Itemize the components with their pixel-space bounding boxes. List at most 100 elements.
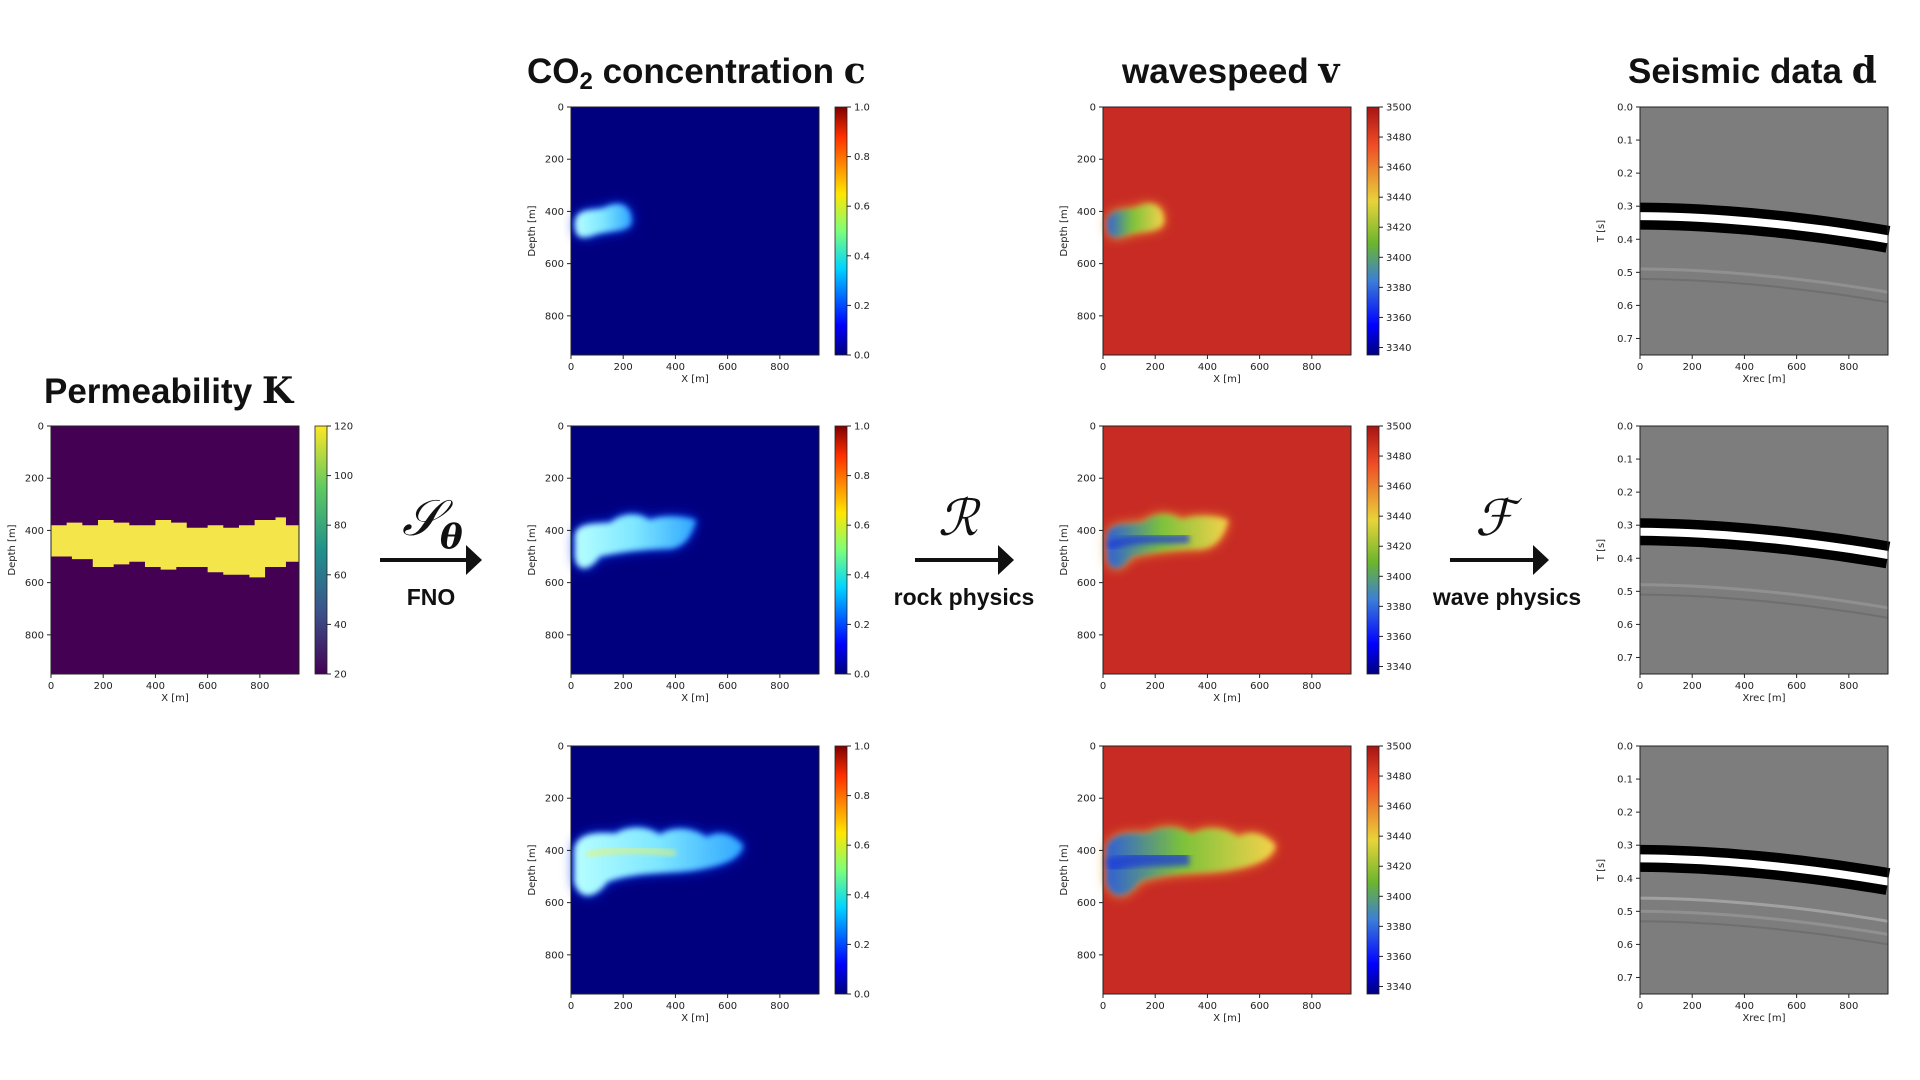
colorbar [834, 745, 848, 995]
y-tick-label: 200 [545, 155, 564, 166]
y-axis-label: Depth [m] [527, 524, 538, 575]
y-tick-label: 0.1 [1617, 775, 1633, 786]
x-tick-label: 0 [568, 1001, 574, 1012]
x-axis-label: Xrec [m] [1742, 693, 1785, 704]
colorbar-tick-label: 0.6 [854, 841, 870, 852]
y-tick-label: 0.7 [1617, 973, 1633, 984]
colorbar-tick-label: 3440 [1386, 512, 1411, 523]
x-axis-label: Xrec [m] [1742, 1013, 1785, 1024]
x-tick-label: 400 [666, 1001, 685, 1012]
y-tick-label: 600 [545, 578, 564, 589]
x-axis-label: X [m] [681, 693, 709, 704]
colorbar-tick-label: 60 [334, 570, 347, 581]
colorbar-tick-label: 3500 [1386, 742, 1411, 753]
fno-label: FNO [407, 584, 456, 610]
x-tick-label: 400 [1198, 1001, 1217, 1012]
colorbar-tick-label: 3340 [1386, 662, 1411, 673]
y-tick-label: 400 [1077, 846, 1096, 857]
y-axis-label: T [s] [1596, 859, 1607, 882]
seismic-title: Seismic data d [1628, 50, 1877, 92]
y-tick-label: 400 [545, 846, 564, 857]
x-tick-label: 0 [1100, 1001, 1106, 1012]
plot-frame [570, 106, 820, 356]
y-tick-label: 800 [1077, 630, 1096, 641]
x-tick-label: 800 [1839, 1001, 1858, 1012]
x-tick-label: 0 [568, 362, 574, 373]
y-tick-label: 600 [25, 578, 44, 589]
colorbar-tick-label: 3380 [1386, 602, 1411, 613]
colorbar-tick-label: 3360 [1386, 632, 1411, 643]
y-tick-label: 400 [545, 207, 564, 218]
x-axis-label: X [m] [681, 374, 709, 385]
seismic-event-bright [1639, 527, 1889, 559]
x-axis-label: X [m] [1213, 1013, 1241, 1024]
colorbar-tick-label: 0.6 [854, 521, 870, 532]
colorbar-tick-label: 1.0 [854, 103, 870, 114]
y-tick-label: 800 [25, 630, 44, 641]
colorbar-tick-label: 0.4 [854, 251, 870, 262]
y-tick-label: 0.1 [1617, 455, 1633, 466]
y-tick-label: 400 [25, 526, 44, 537]
colorbar-tick-label: 0.8 [854, 791, 870, 802]
x-tick-label: 200 [614, 362, 633, 373]
colorbar [1366, 425, 1380, 675]
seismic-faint-event [1639, 583, 1889, 610]
rock-physics-label: rock physics [894, 584, 1035, 610]
x-axis-label: X [m] [161, 693, 189, 704]
y-tick-label: 0 [38, 422, 44, 433]
seismic-event-bright [1639, 854, 1889, 886]
colorbar-tick-label: 1.0 [854, 422, 870, 433]
y-tick-label: 400 [1077, 207, 1096, 218]
y-tick-label: 0.3 [1617, 521, 1633, 532]
operator-wave-physics: ℱ wave physics [1432, 489, 1581, 610]
colorbar-tick-label: 3440 [1386, 832, 1411, 843]
operator-r-symbol: ℛ [938, 489, 981, 547]
colorbar-tick-label: 0.2 [854, 301, 870, 312]
x-tick-label: 600 [718, 362, 737, 373]
colorbar-tick-label: 3340 [1386, 343, 1411, 354]
colorbar-tick-label: 3380 [1386, 283, 1411, 294]
colorbar-tick-label: 3340 [1386, 982, 1411, 993]
perm-channel [51, 517, 299, 578]
x-tick-label: 600 [1250, 681, 1269, 692]
colorbar-tick-label: 0.6 [854, 202, 870, 213]
y-axis-label: Depth [m] [527, 844, 538, 895]
colorbar-tick-label: 0.8 [854, 152, 870, 163]
y-tick-label: 0.3 [1617, 202, 1633, 213]
co2-title: CO2 concentration c [527, 50, 866, 95]
colorbar [834, 106, 848, 356]
colorbar-tick-label: 3420 [1386, 862, 1411, 873]
colorbar-tick-label: 3420 [1386, 542, 1411, 553]
co2-panel: 0 200 400 600 800 X [m] 0 200 400 600 800 Depth [m]… [527, 103, 870, 386]
colorbar [314, 425, 328, 675]
y-tick-label: 200 [545, 474, 564, 485]
colorbar-tick-label: 0.2 [854, 940, 870, 951]
colorbar-tick-label: 3400 [1386, 253, 1411, 264]
y-tick-label: 0.6 [1617, 301, 1633, 312]
y-tick-label: 0.2 [1617, 808, 1633, 819]
y-tick-label: 600 [1077, 898, 1096, 909]
x-tick-label: 600 [1250, 362, 1269, 373]
colorbar [1366, 745, 1380, 995]
x-tick-label: 400 [1735, 1001, 1754, 1012]
plot-frame [1102, 106, 1352, 356]
x-tick-label: 0 [1637, 362, 1643, 373]
x-tick-label: 600 [1787, 1001, 1806, 1012]
operator-fno: 𝒮 θ FNO [380, 489, 482, 610]
x-tick-label: 400 [146, 681, 165, 692]
y-tick-label: 600 [545, 898, 564, 909]
y-tick-label: 0.5 [1617, 907, 1633, 918]
wavespeed-panel: 0 200 400 600 800 X [m] 0 200 400 600 800 Depth [m]… [1059, 422, 1411, 705]
y-tick-label: 0.4 [1617, 874, 1633, 885]
x-tick-label: 800 [250, 681, 269, 692]
y-tick-label: 0.7 [1617, 334, 1633, 345]
colorbar-tick-label: 3500 [1386, 103, 1411, 114]
x-tick-label: 400 [1735, 681, 1754, 692]
seismic-panel: 0 200 400 600 800 Xrec [m] 0.0 0.1 0.2 0.3 0.4 0.5 0… [1596, 422, 1891, 704]
colorbar-tick-label: 3380 [1386, 922, 1411, 933]
colorbar-tick-label: 0.8 [854, 471, 870, 482]
y-tick-label: 200 [545, 794, 564, 805]
colorbar-tick-label: 3460 [1386, 802, 1411, 813]
co2-panel: 0 200 400 600 800 X [m] 0 200 400 600 800 Depth [m]… [527, 742, 870, 1025]
